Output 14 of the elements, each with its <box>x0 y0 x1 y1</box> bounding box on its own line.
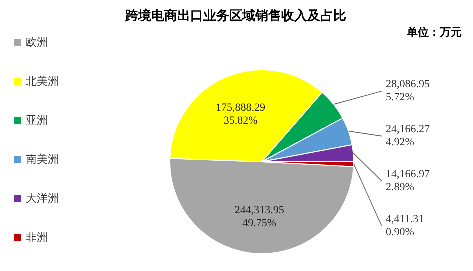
data-label: 175,888.29 35.82% <box>216 102 266 128</box>
data-label: 4,411.31 0.90% <box>386 213 424 238</box>
data-label: 244,313.95 49.75% <box>234 204 285 230</box>
legend-label: 大洋洲 <box>26 192 59 205</box>
data-label: 14,166.97 2.89% <box>386 168 430 194</box>
legend-label: 南美洲 <box>26 153 59 166</box>
data-label: 24,166.27 4.92% <box>386 123 430 148</box>
chart-title: 跨境电商出口业务区域销售收入及占比 <box>124 8 346 23</box>
legend-label: 北美洲 <box>26 75 59 88</box>
legend-label: 欧洲 <box>26 36 48 49</box>
legend-label: 亚洲 <box>26 114 48 127</box>
data-label: 28,086.95 5.72% <box>386 78 430 104</box>
text: 单位：万元 <box>406 26 462 39</box>
legend-label: 非洲 <box>26 231 48 244</box>
